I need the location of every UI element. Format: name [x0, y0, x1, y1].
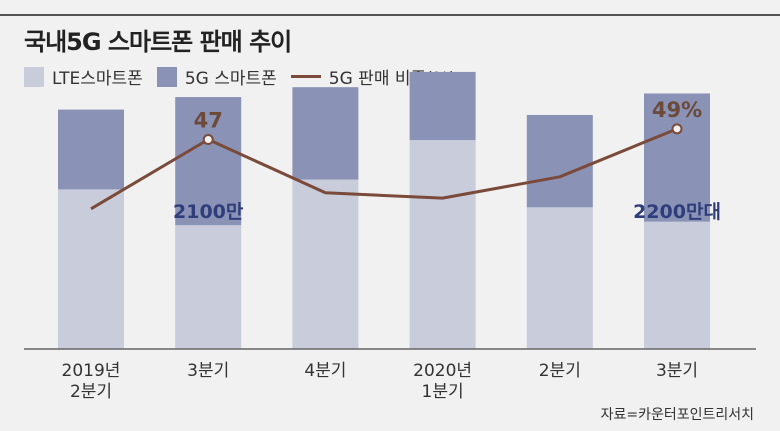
bar-lte-5 [644, 221, 710, 349]
share-label-5: 49% [652, 98, 702, 122]
bar-total-label-5: 2200만대 [633, 201, 721, 223]
bar-5g-0 [58, 109, 124, 190]
legend-swatch-lte [24, 66, 44, 87]
top-rule [0, 14, 780, 16]
source-note: 자료=카운터포인트리서치 [600, 407, 754, 423]
bar-lte-3 [409, 140, 476, 349]
bar-lte-0 [58, 189, 124, 349]
bar-5g-5 [644, 93, 710, 222]
chart-title: 국내5G 스마트폰 판매 추이 [24, 28, 292, 56]
bar-total-label-1: 2100만 [173, 201, 244, 223]
legend-swatch-5g [156, 66, 177, 87]
legend-label-lte: LTE스마트폰 [52, 69, 143, 89]
share-point-marker-5 [671, 123, 683, 135]
x-tick-label-5: 3분기 [656, 361, 698, 381]
bar-lte-4 [526, 207, 593, 349]
bar-5g-2 [292, 87, 359, 180]
legend-swatch-share [290, 75, 321, 78]
legend-label-5g: 5G 스마트폰 [184, 69, 277, 89]
x-tick-label-4: 2분기 [539, 361, 581, 381]
x-tick-label-3: 2020년 1분기 [413, 361, 472, 402]
bar-lte-2 [292, 179, 359, 349]
bar-lte-1 [175, 225, 242, 349]
share-line [90, 127, 678, 211]
x-tick-label-2: 4분기 [304, 361, 346, 381]
x-tick-label-0: 2019년 2분기 [62, 361, 121, 402]
x-tick-label-1: 3분기 [187, 361, 229, 381]
share-point-marker-1 [202, 133, 214, 145]
legend-item-lte: LTE스마트폰 [24, 64, 143, 89]
share-label-1: 47 [194, 108, 223, 132]
legend-item-5g: 5G 스마트폰 [156, 64, 277, 89]
bar-5g-3 [409, 71, 476, 141]
bar-5g-1 [175, 97, 242, 226]
bar-5g-4 [526, 114, 593, 208]
